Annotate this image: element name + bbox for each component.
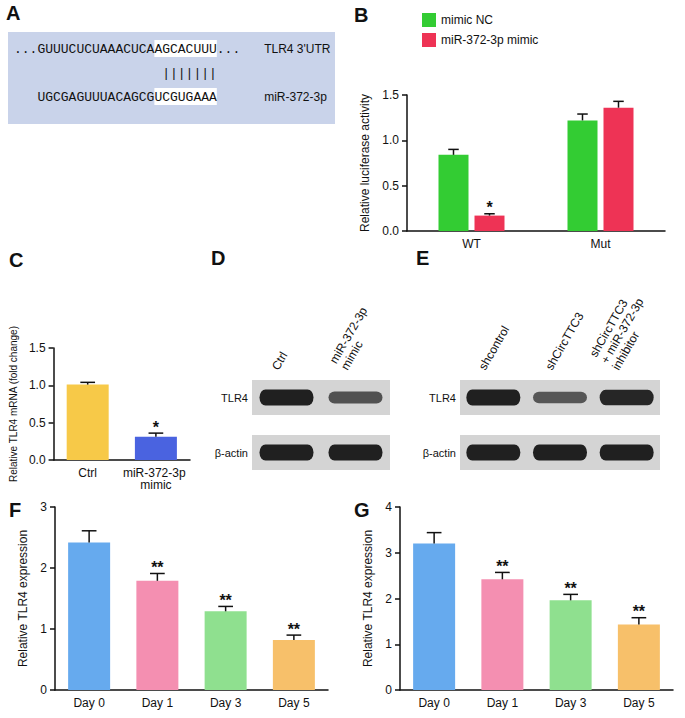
svg-text:miR-372-3p: miR-372-3p xyxy=(122,466,189,480)
svg-text:**: ** xyxy=(633,603,646,620)
svg-text:AGCACUUU: AGCACUUU xyxy=(154,42,216,57)
svg-text:TLR4: TLR4 xyxy=(429,392,456,404)
svg-text:1: 1 xyxy=(40,622,47,636)
svg-text:**: ** xyxy=(219,592,232,609)
svg-text:miR-372-3pmimic: miR-372-3pmimic xyxy=(327,304,382,372)
svg-text:F: F xyxy=(9,499,21,521)
svg-text:0: 0 xyxy=(40,683,47,697)
svg-text:0.0: 0.0 xyxy=(29,453,46,467)
svg-text:1.0: 1.0 xyxy=(382,133,399,147)
svg-text:**: ** xyxy=(151,559,164,576)
svg-text:*: * xyxy=(486,199,493,216)
svg-text:UCGUGAAA: UCGUGAAA xyxy=(154,90,217,105)
svg-text:0.5: 0.5 xyxy=(29,416,46,430)
svg-text:miR-372-3p: miR-372-3p xyxy=(264,90,327,104)
svg-text:Relative TLR4 mRNA (fold chang: Relative TLR4 mRNA (fold change) xyxy=(8,326,19,482)
svg-text:4: 4 xyxy=(385,500,392,514)
svg-text:**: ** xyxy=(496,558,509,575)
svg-text:2: 2 xyxy=(385,592,392,606)
svg-text:G: G xyxy=(354,499,370,521)
svg-text:A: A xyxy=(6,2,20,24)
svg-text:1.5: 1.5 xyxy=(29,341,46,355)
svg-text:shCircTTC3+ miR-372-3pinhibito: shCircTTC3+ miR-372-3pinhibitor xyxy=(587,289,658,373)
svg-text:**: ** xyxy=(564,580,577,597)
svg-text:Day 5: Day 5 xyxy=(278,696,310,710)
svg-text:D: D xyxy=(211,247,225,269)
svg-text:mimic NC: mimic NC xyxy=(441,13,493,27)
svg-text:β-actin: β-actin xyxy=(423,447,456,459)
svg-text:Day 1: Day 1 xyxy=(142,696,174,710)
svg-text:1: 1 xyxy=(385,637,392,651)
svg-text:...GUUUCUCUAAACUCA: ...GUUUCUCUAAACUCA xyxy=(14,42,155,57)
svg-text:E: E xyxy=(416,247,429,269)
svg-text:miR-372-3p mimic: miR-372-3p mimic xyxy=(441,33,538,47)
svg-text:Day 3: Day 3 xyxy=(210,696,242,710)
svg-text:Ctrl: Ctrl xyxy=(269,349,290,372)
svg-text:3: 3 xyxy=(385,546,392,560)
svg-text:*: * xyxy=(153,419,160,436)
svg-text:B: B xyxy=(354,4,368,26)
svg-text:TLR4: TLR4 xyxy=(221,392,248,404)
svg-text:|||||||: ||||||| xyxy=(162,66,217,81)
svg-text:2: 2 xyxy=(40,561,47,575)
svg-text:0.0: 0.0 xyxy=(382,224,399,238)
svg-text:Day 0: Day 0 xyxy=(418,696,450,710)
svg-text:TLR4 3'UTR: TLR4 3'UTR xyxy=(264,42,331,56)
svg-text:WT: WT xyxy=(462,237,481,251)
svg-text:Day 3: Day 3 xyxy=(555,696,587,710)
svg-text:β-actin: β-actin xyxy=(215,447,248,459)
svg-text:Day 1: Day 1 xyxy=(487,696,519,710)
svg-text:shCircTTC3: shCircTTC3 xyxy=(542,310,586,373)
svg-text:Day 5: Day 5 xyxy=(623,696,655,710)
svg-text:0: 0 xyxy=(385,683,392,697)
svg-text:...: ... xyxy=(217,42,240,57)
svg-text:mimic: mimic xyxy=(140,478,171,492)
svg-text:3: 3 xyxy=(40,500,47,514)
svg-text:C: C xyxy=(9,249,23,271)
svg-text:shcontrol: shcontrol xyxy=(476,323,512,372)
svg-text:1.5: 1.5 xyxy=(382,88,399,102)
svg-text:**: ** xyxy=(288,621,301,638)
svg-text:Relative TLR4 expression: Relative TLR4 expression xyxy=(361,530,375,667)
svg-text:Mut: Mut xyxy=(590,237,611,251)
svg-text:Ctrl: Ctrl xyxy=(78,466,97,480)
svg-text:0.5: 0.5 xyxy=(382,179,399,193)
svg-text:1.0: 1.0 xyxy=(29,378,46,392)
svg-text:UGCGAGUUUACAGCG: UGCGAGUUUACAGCG xyxy=(37,90,154,105)
svg-text:Relative luciferase activity: Relative luciferase activity xyxy=(358,94,372,232)
svg-text:Relative TLR4 expression: Relative TLR4 expression xyxy=(16,530,30,667)
svg-text:Day 0: Day 0 xyxy=(73,696,105,710)
